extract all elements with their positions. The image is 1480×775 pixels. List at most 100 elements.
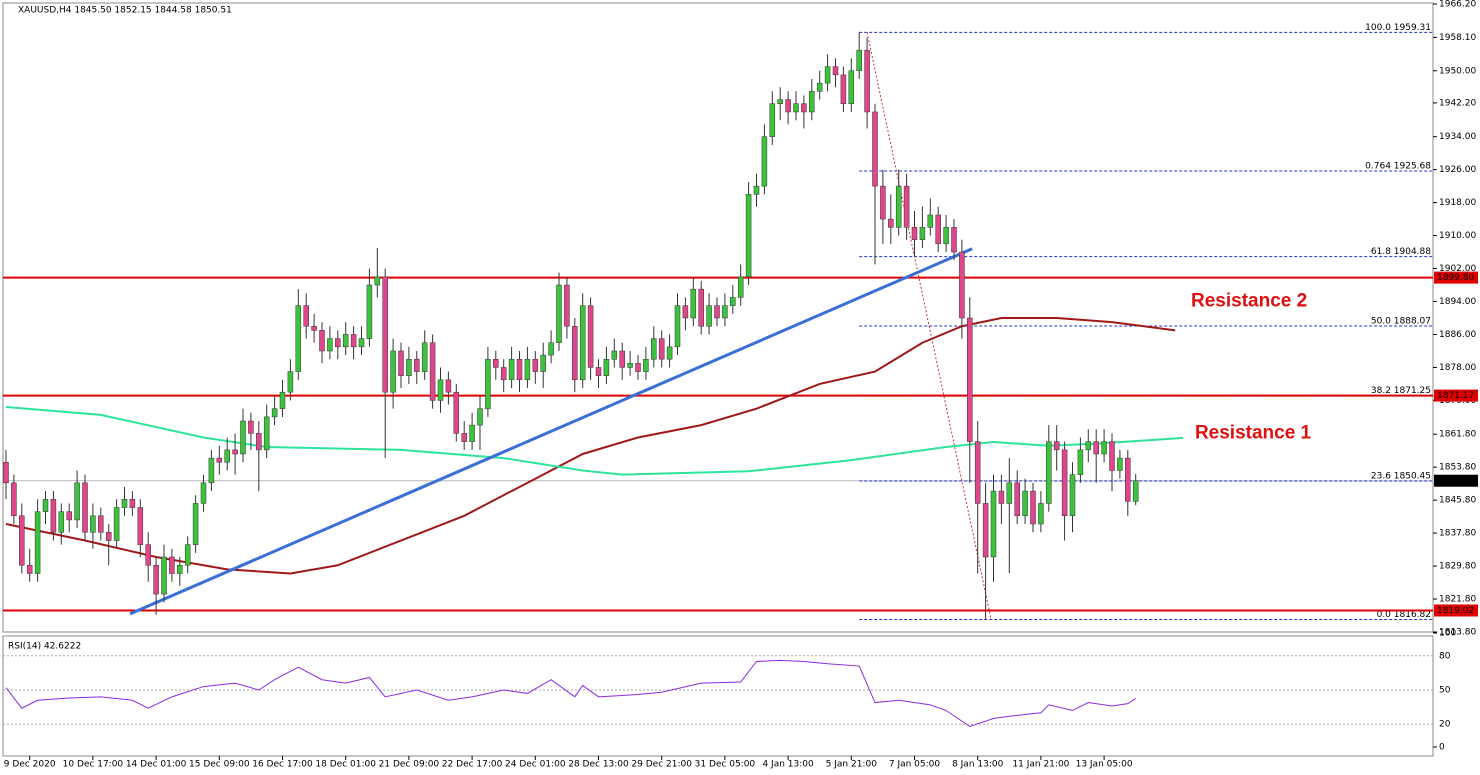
candle-body [121,499,128,508]
candle-body [161,556,167,595]
y-tick-label: 1950.00 [1439,66,1476,76]
candle-body [982,503,989,558]
y-tick-label: 1966.20 [1439,0,1476,10]
x-tick-label: 7 Jan 05:00 [889,760,941,770]
rsi-title: RSI(14) 42.6222 [8,642,81,652]
candle-body [516,358,523,381]
y-tick-label: 1886.00 [1439,330,1476,340]
candle-body [540,354,546,372]
moving-average [5,406,1184,476]
candle-body [532,358,539,372]
candle-body [311,325,317,331]
candle-body [643,358,649,372]
candle-body [90,515,96,533]
y-tick-label: 1934.00 [1439,132,1476,142]
candle-body [113,507,120,541]
price-box-label: 1819.02 [1437,606,1474,616]
candle-body [730,297,736,306]
candle-body [745,194,752,278]
candle-body [129,499,136,508]
candle-body [864,49,870,113]
rsi-tick-label: 0 [1439,743,1445,753]
candle-body [1101,441,1107,455]
x-tick-label: 18 Dec 01:00 [315,760,376,770]
candle-body [295,305,302,372]
rsi-line [5,659,1136,728]
candle-body [500,367,507,381]
candle-body [342,334,349,348]
candle-body [674,305,681,348]
rsi-tick-label: 50 [1439,686,1451,696]
candle-body [1117,457,1123,471]
candle-body [548,342,554,356]
y-tick-label: 1926.00 [1439,165,1476,175]
candle-body [935,214,941,245]
x-tick-label: 22 Dec 17:00 [442,760,503,770]
fib-label: 50.0 1888.07 [1371,316,1431,326]
candle-body [1014,482,1020,517]
candle-body [848,70,855,104]
y-tick-label: 1902.00 [1439,264,1476,274]
fib-label: 100.0 1959.31 [1365,23,1431,33]
candle-body [579,305,586,381]
x-tick-label: 28 Dec 13:00 [568,760,629,770]
candle-body [3,461,9,484]
candle-body [216,457,223,463]
candle-body [1022,490,1028,517]
candle-body [366,284,373,339]
rsi-tick-label: 80 [1439,651,1451,661]
candle-body [1077,449,1084,475]
candle-body [903,185,910,228]
candle-body [153,564,159,595]
fib-label: 0.764 1925.68 [1365,161,1431,171]
candle-body [177,564,183,574]
candle-body [651,338,657,360]
candle-body [1006,482,1013,504]
candle-body [82,482,88,533]
x-tick-label: 16 Dec 17:00 [252,760,313,770]
candle-body [990,490,997,558]
candle-body [287,371,294,393]
candle-body [26,564,33,574]
x-tick-label: 24 Dec 01:00 [505,760,566,770]
candle-body [769,103,776,137]
candle-body [137,507,144,545]
candle-body [706,305,712,327]
candle-body [256,433,262,451]
candle-body [232,449,238,455]
candle-body [74,482,80,521]
candle-body [263,416,270,451]
price-box [1434,604,1478,617]
candle-body [1069,474,1076,517]
candle-body [50,499,57,533]
x-tick-label: 5 Jan 21:00 [826,760,878,770]
x-tick-label: 4 Jan 13:00 [762,760,814,770]
candle-body [1030,490,1036,525]
candle-body [42,499,49,512]
x-tick-label: 14 Dec 01:00 [126,760,187,770]
moving-average [5,317,1176,575]
annotation: Resistance 2 [1191,291,1307,312]
candle-body [793,103,799,113]
fib-label: 38.2 1871.25 [1371,386,1431,396]
y-tick-label: 1845.80 [1439,496,1476,506]
candle-body [919,227,926,240]
x-tick-label: 15 Dec 09:00 [189,760,250,770]
candle-body [682,305,689,319]
candle-body [595,367,602,376]
candle-body [184,544,191,566]
candle-body [382,276,388,393]
rsi-tick-label: 20 [1439,720,1451,730]
y-tick-label: 1829.80 [1439,562,1476,572]
candle-body [611,350,618,360]
candle-body [1093,441,1099,455]
candle-body [556,284,562,343]
price-box-label: 1899.80 [1437,273,1474,283]
candle-body [327,338,333,352]
candle-body [943,227,949,245]
candle-body [603,358,610,376]
candle-body [880,185,886,220]
x-tick-label: 29 Dec 21:00 [631,760,692,770]
candle-body [698,288,704,327]
candle-body [34,511,41,574]
